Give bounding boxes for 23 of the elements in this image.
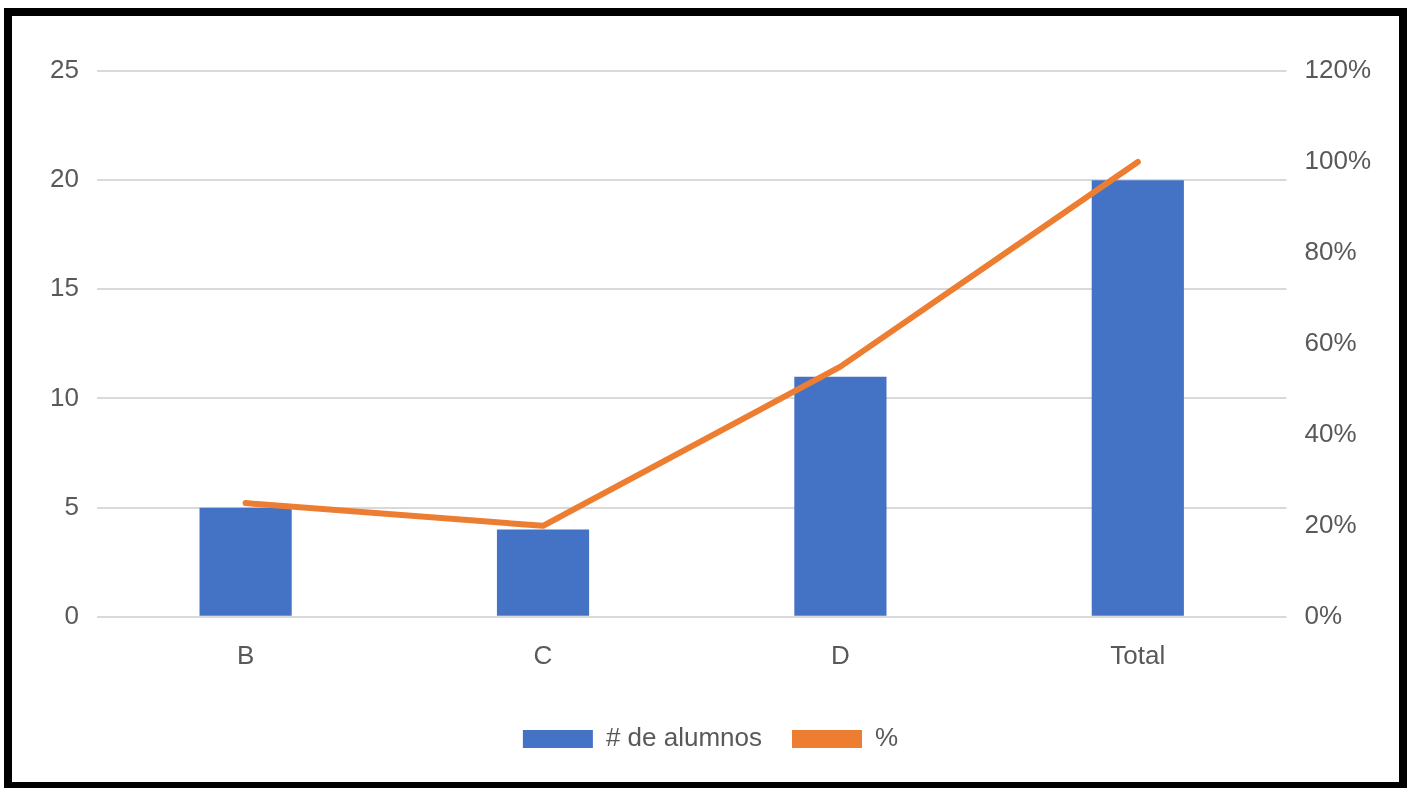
bar	[496, 529, 590, 616]
legend-label: %	[874, 722, 899, 753]
y-tick-label: 15	[50, 272, 79, 303]
y2-tick-label: 120%	[1304, 54, 1371, 85]
x-tick-label: D	[831, 639, 850, 670]
legend-label: # de alumnos	[605, 722, 762, 753]
y2-tick-label: 0%	[1304, 599, 1343, 630]
x-tick-label: B	[236, 639, 255, 670]
y2-tick-label: 40%	[1304, 418, 1357, 449]
x-tick-label: Total	[1110, 639, 1166, 670]
bar	[199, 507, 292, 616]
y2-tick-label: 60%	[1304, 327, 1357, 358]
y-tick-label: 20	[50, 163, 79, 194]
y2-tick-label: 80%	[1304, 236, 1357, 267]
y2-tick-label: 100%	[1304, 145, 1371, 176]
x-tick-label: C	[533, 639, 553, 670]
y-tick-label: 0	[64, 599, 79, 630]
bar	[1091, 180, 1184, 616]
y-tick-label: 5	[64, 490, 79, 521]
y2-tick-label: 20%	[1304, 509, 1357, 540]
y-tick-label: 10	[50, 381, 79, 412]
y-tick-label: 25	[50, 54, 79, 85]
bar	[794, 376, 887, 616]
